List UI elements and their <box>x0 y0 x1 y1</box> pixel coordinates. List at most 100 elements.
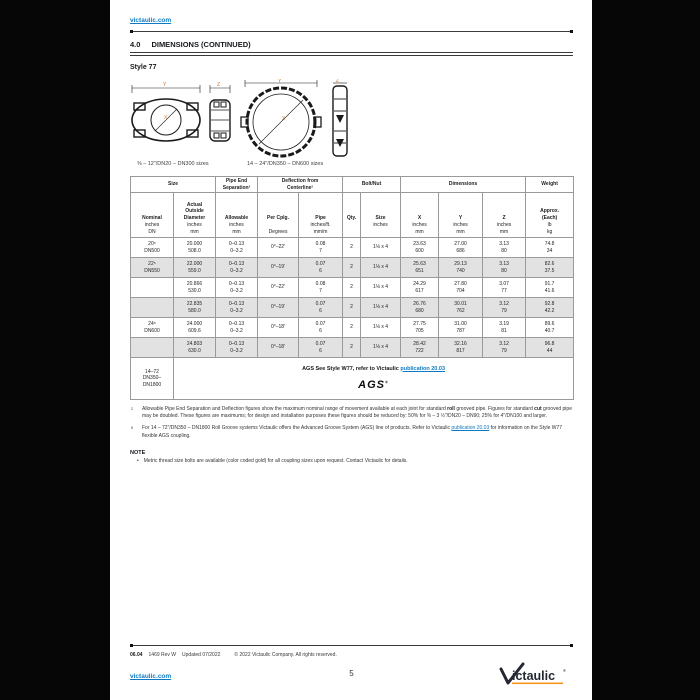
cell: 24.000 609.6 <box>172 317 217 338</box>
cell: 29.13 740 <box>438 257 484 278</box>
footer-divider <box>130 644 573 647</box>
dimensions-table: Size Pipe End Separation² Deflection fro… <box>129 176 575 400</box>
cell: 32.16 817 <box>438 337 484 358</box>
cell: 0–0.13 0–3.2 <box>215 337 259 358</box>
col-header-qty: Qty. <box>342 192 362 238</box>
cell: 0°–18' <box>257 317 300 338</box>
ags-logo: AGS® <box>358 379 389 392</box>
group-header-bolt-nut: Bolt/Nut <box>342 176 402 193</box>
cell: 20⁵ DN500 <box>130 237 174 258</box>
section-divider <box>130 52 573 56</box>
cell: 0.07 6 <box>298 257 344 278</box>
footnote-publication-link[interactable]: publication 20.03 <box>451 425 490 432</box>
cell: 3.19 81 <box>482 317 527 338</box>
footnotes: 2 Allowable Pipe End Separation and Defl… <box>130 406 573 441</box>
cell: 3.12 79 <box>482 337 527 358</box>
col-header-actual-od: Actual Outside Diameter inches mm <box>172 192 217 238</box>
cell: 3.13 80 <box>482 257 527 278</box>
caption-large-sizes: 14 – 24"/DN350 – DN600 sizes <box>247 161 324 167</box>
footnote-5-marker: 5 <box>131 426 133 431</box>
cell: 2 <box>342 297 362 318</box>
col-header-nominal: Nominal inches DN <box>130 192 174 238</box>
cell: 1⅛ x 4 <box>360 237 402 258</box>
col-header-allowable: Allowable inches mm <box>215 192 259 238</box>
cell: 2 <box>342 237 362 258</box>
copyright: © 2022 Victaulic Company. All rights res… <box>234 652 337 658</box>
footer-meta: 06.04 1469 Rev W Updated 07/2022 © 2022 … <box>130 652 573 658</box>
document-page: victaulic.com 4.0 DIMENSIONS (CONTINUED)… <box>110 0 592 700</box>
victaulic-logo: ictaulic ® <box>497 662 573 693</box>
cell: 0.08 7 <box>298 237 344 258</box>
cell: 24.29 617 <box>400 277 440 298</box>
cell: 25.63 651 <box>400 257 440 278</box>
cell: 0°–22' <box>257 237 300 258</box>
cell: 27.00 686 <box>438 237 484 258</box>
cell: 2 <box>342 277 362 298</box>
cell: 74.8 34 <box>525 237 575 258</box>
cell: 22.000 559.0 <box>172 257 217 278</box>
caption-small-sizes: ⅜ – 12"/DN20 – DN300 sizes <box>137 161 209 167</box>
drawing-captions: ⅜ – 12"/DN20 – DN300 sizes 14 – 24"/DN35… <box>130 161 573 169</box>
cell: 1⅛ x 4 <box>360 257 402 278</box>
table-row: 20.866 530.0 0–0.13 0–3.2 0°–22' 0.08 7 2 1⅛ … <box>130 277 575 298</box>
section-title: DIMENSIONS (CONTINUED) <box>151 40 251 49</box>
cell: 26.76 680 <box>400 297 440 318</box>
cell: 23.63 600 <box>400 237 440 258</box>
cell: 0°–22' <box>257 277 300 298</box>
cell: 96.8 44 <box>525 337 575 358</box>
logo-underline <box>512 682 563 685</box>
cell: 22.835 580.0 <box>172 297 217 318</box>
cell: 0.07 6 <box>298 317 344 338</box>
victaulic-site-link[interactable]: victaulic.com <box>130 17 172 24</box>
col-header-pipe: Pipe inches/ft. mm/m <box>298 192 344 238</box>
cell: 2 <box>342 257 362 278</box>
table-row: 24.803 630.0 0–0.13 0–3.2 0°–18' 0.07 6 2 1⅛ … <box>130 337 575 358</box>
svg-text:®: ® <box>563 668 566 673</box>
cell: 0.07 6 <box>298 297 344 318</box>
table-subheader-row: Nominal inches DN Actual Outside Diameter… <box>130 192 575 238</box>
dim-label-z-small: Z <box>217 82 220 88</box>
cell: 3.12 79 <box>482 297 527 318</box>
group-header-dimensions: Dimensions <box>400 176 527 193</box>
style-label: Style 77 <box>130 64 157 71</box>
cell: 0°–19' <box>257 297 300 318</box>
ags-row: 14–72 DN350– DN1800 AGS See Style W77, r… <box>130 357 575 400</box>
coupling-drawings: Y X Z <box>130 78 573 159</box>
ags-reference-bold: AGS See Style W77, refer to Victaulic <box>302 365 401 372</box>
table-row: 24⁵ DN600 24.000 609.6 0–0.13 0–3.2 0°–18' 0… <box>130 317 575 338</box>
cell: 0–0.13 0–3.2 <box>215 317 259 338</box>
cell: 24⁵ DN600 <box>130 317 174 338</box>
doc-ref: 1469 Rev W <box>148 652 177 658</box>
cell: 0.08 7 <box>298 277 344 298</box>
ags-publication-link[interactable]: publication 20.03 <box>400 365 446 372</box>
updated-date: Updated 07/2022 <box>182 652 221 658</box>
dim-label-z-large: Z <box>336 79 339 84</box>
cell: 1⅛ x 4 <box>360 297 402 318</box>
footnote-2: 2 Allowable Pipe End Separation and Defl… <box>130 406 573 422</box>
cell: 28.42 722 <box>400 337 440 358</box>
page-footer: 06.04 1469 Rev W Updated 07/2022 © 2022 … <box>130 641 573 691</box>
cell: 89.6 40.7 <box>525 317 575 338</box>
ags-info-cell: AGS See Style W77, refer to Victaulic pu… <box>172 357 575 400</box>
note-title: NOTE <box>130 449 146 456</box>
section-heading: 4.0 DIMENSIONS (CONTINUED) <box>130 40 573 49</box>
bullet-icon: • <box>137 457 139 464</box>
victaulic-site-link-footer[interactable]: victaulic.com <box>130 673 172 680</box>
col-header-weight-each: Approx. (Each) lb kg <box>525 192 575 238</box>
technical-drawing: Y X Z <box>131 78 348 158</box>
table-row: 22⁵ DN550 22.000 559.0 0–0.13 0–3.2 0°–19' 0… <box>130 257 575 278</box>
cell: 1⅛ x 4 <box>360 277 402 298</box>
ags-reference-text: AGS See Style W77, refer to Victaulic pu… <box>175 366 572 373</box>
cell: 31.00 787 <box>438 317 484 338</box>
cell: 3.13 80 <box>482 237 527 258</box>
cell: 3.07 77 <box>482 277 527 298</box>
cell: 82.6 37.5 <box>525 257 575 278</box>
group-header-pipe-end-separation: Pipe End Separation² <box>215 176 259 193</box>
cell <box>130 297 174 318</box>
dim-label-x-small: X <box>164 115 168 121</box>
cell: 0–0.13 0–3.2 <box>215 277 259 298</box>
doc-code: 06.04 <box>130 652 143 658</box>
